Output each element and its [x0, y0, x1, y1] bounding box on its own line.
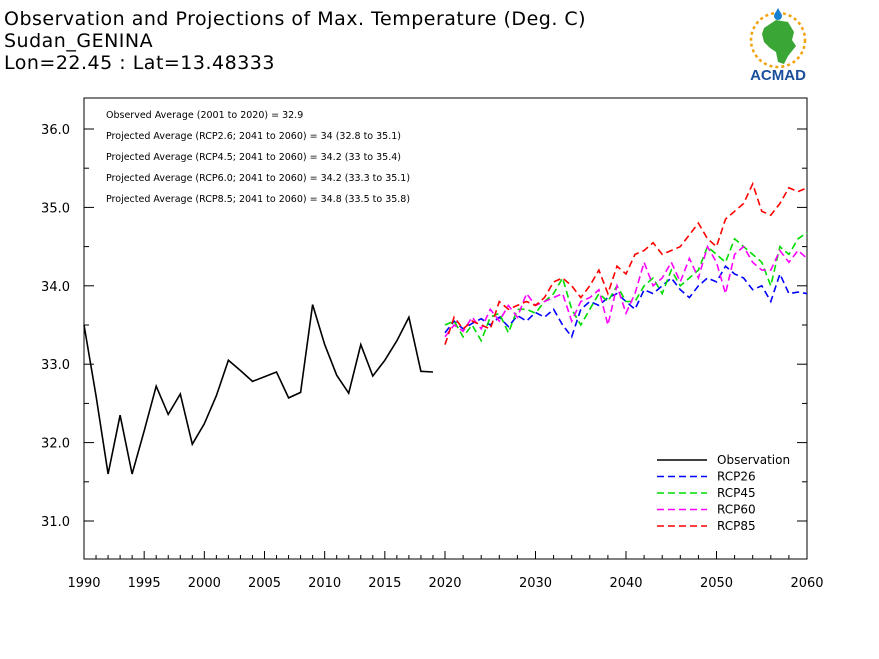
annotation-text: Projected Average (RCP6.0; 2041 to 2060)…: [106, 173, 410, 184]
plot-frame: [83, 97, 808, 560]
y-tick-label: 35.0: [41, 201, 70, 216]
y-tick-label: 32.0: [41, 437, 70, 452]
x-tick-label: 2015: [368, 576, 401, 591]
series-line-rcp45: [444, 231, 808, 343]
logo-text: ACMAD: [750, 67, 806, 84]
station-name: Sudan_GENINA: [4, 30, 154, 52]
x-tick-label: 1990: [67, 576, 100, 591]
station-coordinates: Lon=22.45 : Lat=13.48333: [4, 52, 275, 74]
annotation-text: Projected Average (RCP4.5; 2041 to 2060)…: [106, 152, 401, 163]
series-line-rcp26: [444, 264, 808, 339]
legend: Observation RCP26 RCP45 RCP60 RCP85: [657, 453, 790, 533]
y-tick-label: 33.0: [41, 358, 70, 373]
africa-logo-icon: [749, 8, 807, 69]
y-tick-label: 31.0: [41, 515, 70, 530]
y-tick-label: 36.0: [41, 123, 70, 138]
annotation-text: Observed Average (2001 to 2020) = 32.9: [106, 110, 303, 121]
x-tick-label: 2040: [609, 576, 642, 591]
x-tick-label: 2050: [700, 576, 733, 591]
legend-label: RCP45: [717, 486, 756, 500]
x-tick-label: 1995: [128, 576, 161, 591]
acmad-logo: ACMAD: [749, 8, 807, 84]
x-tick-label: 2020: [428, 576, 461, 591]
x-tick-label: 2000: [188, 576, 221, 591]
chart-title: Observation and Projections of Max. Temp…: [4, 8, 587, 30]
y-tick-label: 34.0: [41, 280, 70, 295]
x-tick-label: 2010: [308, 576, 341, 591]
axes: 31.0 32.0 33.0 34.0 35.0 36.0 1990 1995 2000 2005…: [41, 123, 824, 591]
legend-label: RCP85: [717, 519, 756, 533]
legend-label: Observation: [717, 453, 790, 467]
series-line-rcp85: [444, 181, 808, 345]
x-tick-label: 2030: [519, 576, 552, 591]
annotation-text: Projected Average (RCP8.5; 2041 to 2060)…: [106, 194, 410, 205]
annotation-text: Projected Average (RCP2.6; 2041 to 2060)…: [106, 131, 401, 142]
chart-title-block: Observation and Projections of Max. Temp…: [4, 8, 586, 74]
x-tick-label: 2060: [790, 576, 823, 591]
x-tick-label: 2005: [248, 576, 281, 591]
series-lines: [83, 181, 808, 475]
annotations: Observed Average (2001 to 2020) = 32.9 Pr…: [106, 110, 410, 205]
series-line-observation: [83, 304, 434, 475]
legend-label: RCP60: [717, 503, 756, 517]
series-line-rcp60: [444, 244, 808, 338]
legend-label: RCP26: [717, 470, 756, 484]
